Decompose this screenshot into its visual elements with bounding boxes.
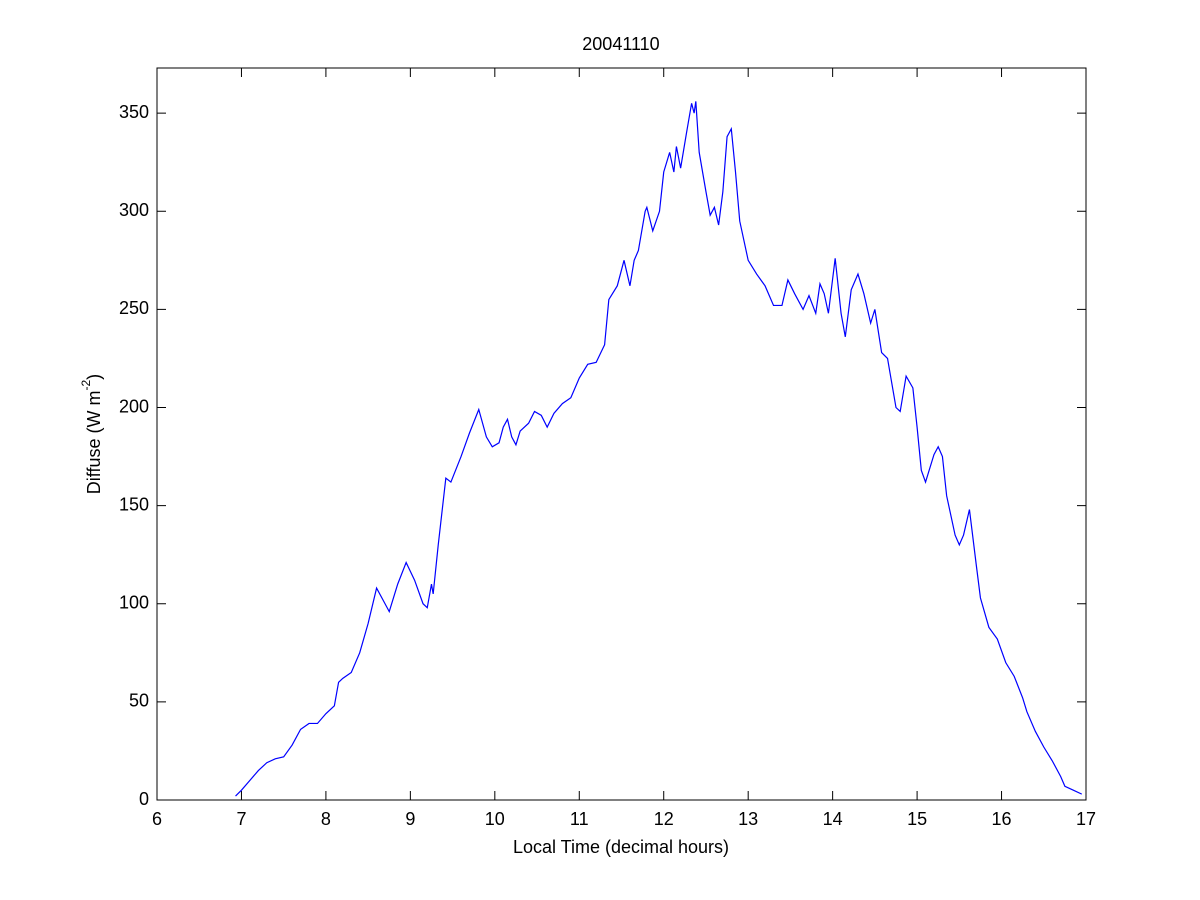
y-tick-label: 150 [119, 494, 149, 514]
x-tick-label: 14 [823, 809, 843, 829]
y-tick-label: 300 [119, 200, 149, 220]
x-tick-label: 13 [738, 809, 758, 829]
axes-box [156, 67, 1087, 801]
y-tick-label: 350 [119, 102, 149, 122]
y-tick-label: 200 [119, 396, 149, 416]
y-label-main: Diffuse (W m [84, 390, 104, 494]
x-tick-label: 7 [236, 809, 246, 829]
y-label-sup: -2 [79, 379, 93, 390]
data-line [235, 101, 1083, 797]
x-tick-label: 11 [570, 809, 589, 829]
x-tick-label: 10 [485, 809, 505, 829]
x-tick-label: 15 [907, 809, 927, 829]
x-tick-label: 6 [152, 809, 162, 829]
y-tick-label: 100 [119, 593, 149, 613]
y-tick-label: 50 [129, 691, 149, 711]
x-tick-label: 16 [992, 809, 1012, 829]
chart-title: 20041110 [582, 34, 659, 54]
y-tick-label: 250 [119, 298, 149, 318]
y-label-end: ) [84, 374, 104, 380]
y-axis-label: Diffuse (W m-2) [79, 374, 104, 494]
x-tick-label: 8 [321, 809, 331, 829]
x-tick-label: 17 [1076, 809, 1096, 829]
y-tick-label: 0 [139, 789, 149, 809]
x-tick-label: 9 [405, 809, 415, 829]
x-tick-label: 12 [654, 809, 674, 829]
x-axis-label: Local Time (decimal hours) [513, 837, 729, 857]
